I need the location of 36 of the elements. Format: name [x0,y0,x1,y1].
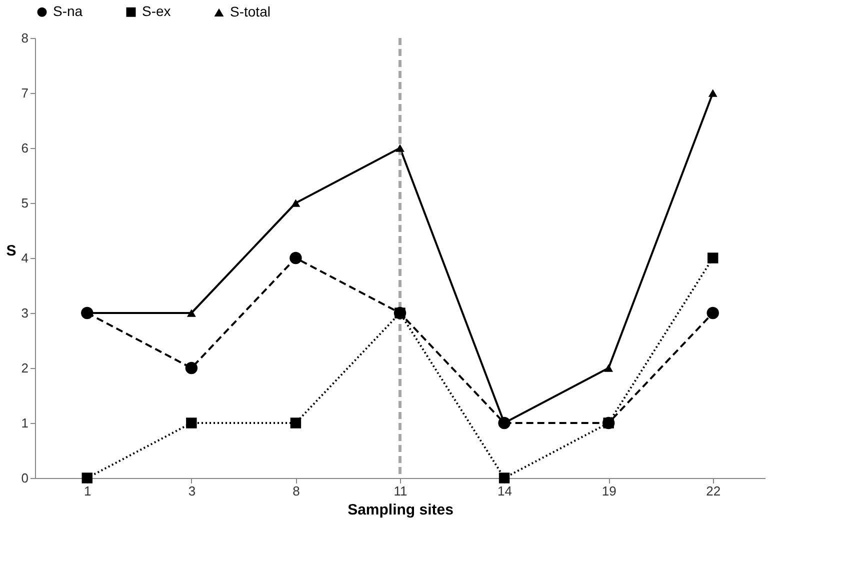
y-axis-title: S [6,242,16,260]
point [291,199,300,207]
point [290,418,302,428]
point [603,418,614,428]
legend-label: S-total [230,3,270,20]
y-tick-label: 5 [21,196,28,210]
point [707,252,718,264]
x-tick-label: 11 [394,484,408,498]
point [290,252,302,264]
point [498,472,510,484]
legend-label: S-na [53,3,83,20]
point [186,309,196,317]
legend-label: S-ex [142,3,171,20]
y-tick-label: 7 [21,86,28,100]
point [82,472,93,484]
point [185,362,198,374]
x-tick-label: 3 [188,484,196,498]
point [708,89,718,97]
x-tick-label: 14 [498,484,512,498]
point [706,306,719,320]
y-tick-label: 2 [21,360,28,376]
point [604,364,614,372]
point [396,144,404,152]
point [394,308,406,318]
x-tick-label: 22 [706,484,721,498]
x-axis-title: Sampling sites [348,502,454,518]
y-tick-label: 4 [21,250,28,266]
y-tick-label: 1 [21,416,28,430]
x-tick-label: 8 [292,484,300,498]
x-tick-label: 19 [602,484,616,498]
y-tick-label: 3 [21,306,28,320]
y-tick-label: 8 [21,30,28,46]
point [186,418,197,428]
x-tick-label: 1 [84,484,92,498]
y-tick-label: 0 [21,470,28,486]
y-tick-label: 6 [21,140,28,156]
